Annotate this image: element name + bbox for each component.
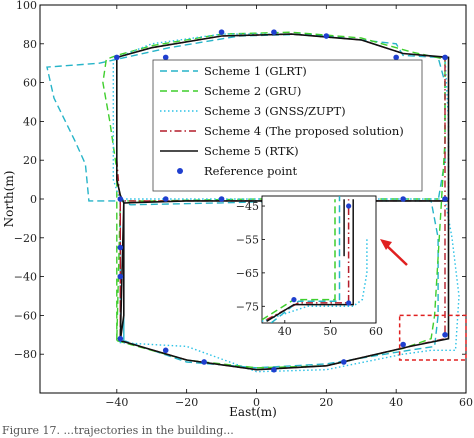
series-line-4 — [116, 33, 446, 371]
y-tick-label: −80 — [14, 348, 37, 361]
reference-point — [117, 196, 124, 202]
reference-point — [218, 29, 225, 35]
x-tick-label: −40 — [105, 396, 128, 409]
reference-point — [393, 54, 399, 61]
reference-point — [162, 347, 169, 354]
reference-point — [117, 273, 124, 280]
reference-point — [162, 196, 169, 202]
reference-point — [442, 332, 448, 338]
x-tick-label: 60 — [459, 396, 473, 409]
reference-point — [162, 54, 169, 61]
reference-point — [442, 196, 448, 202]
reference-point — [201, 359, 207, 365]
legend-entry: Scheme 1 (GLRT) — [204, 64, 307, 78]
y-tick-label: −40 — [14, 271, 37, 284]
inset-y-tick-label: −45 — [236, 200, 259, 213]
y-tick-label: −60 — [14, 309, 37, 322]
legend-entry: Scheme 3 (GNSS/ZUPT) — [204, 104, 346, 118]
legend-entry: Scheme 4 (The proposed solution) — [204, 124, 404, 138]
legend: Scheme 1 (GLRT) Scheme 2 (GRU) Scheme 3 (G… — [152, 59, 423, 192]
inset-x-tick-label: 40 — [278, 325, 292, 338]
reference-point — [271, 29, 277, 35]
y-tick-label: 20 — [23, 154, 37, 167]
reference-point — [340, 359, 347, 365]
callout-arrow — [380, 239, 408, 266]
reference-point — [117, 244, 124, 251]
y-tick-label: 0 — [30, 193, 37, 206]
y-axis-label: North(m) — [2, 171, 16, 228]
inset-reference-point — [346, 300, 352, 306]
x-tick-label: 40 — [389, 396, 403, 409]
reference-point — [323, 33, 330, 39]
inset-zoom: 40 50 60 −45 −55 −65 −75 — [236, 195, 383, 338]
reference-point — [117, 335, 124, 342]
y-tick-label: −20 — [14, 232, 37, 245]
series-line-2 — [102, 31, 446, 369]
y-tick-label: 60 — [23, 77, 37, 90]
figure-caption: Figure 17. ...trajectories in the buildi… — [2, 424, 234, 437]
x-tick-label: −20 — [175, 396, 198, 409]
legend-entry: Reference point — [204, 164, 298, 178]
inset-x-tick-label: 50 — [323, 325, 337, 338]
legend-box — [152, 59, 423, 192]
reference-point — [442, 54, 448, 61]
x-axis-label: East(m) — [229, 405, 277, 419]
y-tick-label: 100 — [16, 0, 37, 12]
inset-series-line — [262, 199, 336, 321]
axis-ticks: −40 −20 0 20 40 60 −80 −60 −40 −20 0 20 40 60 80 100 — [14, 0, 473, 409]
series-line-3 — [112, 33, 460, 373]
inset-y-tick-label: −65 — [236, 267, 259, 280]
inset-reference-point — [291, 297, 297, 303]
legend-entry: Scheme 5 (RTK) — [204, 144, 299, 158]
series-line-1 — [46, 33, 446, 369]
inset-x-tick-label: 60 — [369, 325, 383, 338]
y-tick-label: 40 — [23, 115, 37, 128]
reference-point — [400, 196, 406, 202]
inset-series-line — [266, 199, 354, 322]
reference-point — [400, 341, 406, 348]
inset-series-line — [262, 239, 368, 323]
x-tick-label: 20 — [319, 396, 333, 409]
reference-point — [218, 196, 225, 202]
highlight-box — [398, 314, 467, 361]
legend-marker — [177, 168, 183, 174]
reference-point — [271, 366, 277, 373]
y-tick-label: 80 — [23, 38, 37, 51]
reference-point — [114, 54, 120, 61]
inset-y-tick-label: −55 — [236, 233, 259, 246]
legend-entry: Scheme 2 (GRU) — [204, 84, 301, 98]
inset-y-tick-label: −75 — [236, 300, 259, 313]
x-tick-label: 0 — [253, 396, 260, 409]
inset-series-line — [266, 199, 350, 321]
inset-reference-point — [346, 203, 352, 209]
